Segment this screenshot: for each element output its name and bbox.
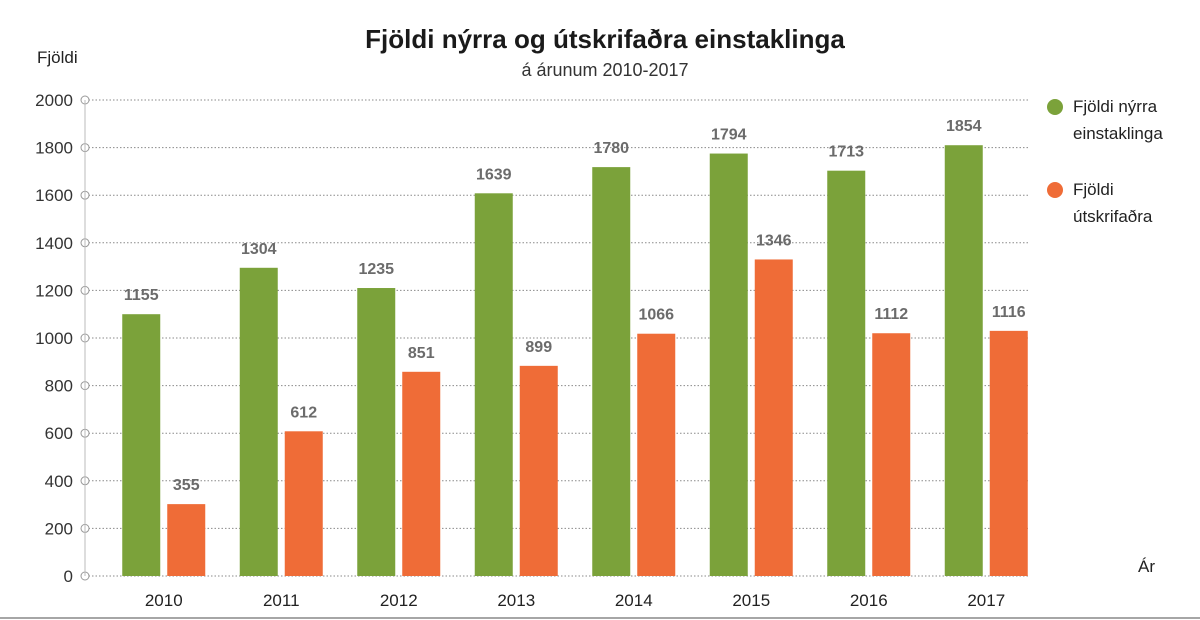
y-tick-label: 1800 (35, 139, 73, 158)
y-tick-label: 2000 (35, 91, 73, 110)
x-category-label: 2010 (145, 591, 183, 610)
chart-title: Fjöldi nýrra og útskrifaðra einstaklinga (365, 24, 845, 54)
x-category-label: 2012 (380, 591, 418, 610)
x-axis-title: Ár (1138, 557, 1155, 576)
data-label: 1780 (593, 140, 629, 157)
bar-new (122, 314, 161, 576)
bar-new (944, 145, 983, 576)
data-labels: 1155 355 1304 612 1235 851 1639 899 1780 1066 1794… (124, 118, 1026, 494)
y-tick-label: 800 (45, 377, 73, 396)
x-category-label: 2016 (850, 591, 888, 610)
x-category-label: 2011 (263, 591, 300, 610)
data-label: 851 (408, 345, 435, 362)
bar-discharged (637, 333, 676, 576)
legend-label: útskrifaðra (1073, 207, 1153, 226)
x-axis-categories: 2010 2011 2012 2013 2014 2015 2016 2017 (145, 591, 1005, 610)
y-tick-label: 200 (45, 519, 73, 538)
bar-discharged (402, 371, 441, 576)
chart-subtitle: á árunum 2010-2017 (521, 60, 688, 80)
y-tick-label: 600 (45, 424, 73, 443)
y-tick-label: 1000 (35, 329, 73, 348)
bar-discharged (167, 504, 206, 576)
legend-label: Fjöldi nýrra (1073, 97, 1158, 116)
data-label: 1304 (241, 241, 277, 258)
data-label: 612 (290, 404, 317, 421)
data-label: 1639 (476, 166, 512, 183)
data-label: 899 (525, 339, 552, 356)
y-tick-label: 400 (45, 472, 73, 491)
x-category-label: 2014 (615, 591, 653, 610)
x-category-label: 2017 (967, 591, 1005, 610)
data-label: 1854 (946, 118, 982, 135)
data-label: 355 (173, 477, 200, 494)
legend-swatch-new (1047, 99, 1063, 115)
data-label: 1235 (358, 261, 394, 278)
bar-new (357, 288, 396, 576)
bar-new (827, 170, 866, 576)
bar-discharged (519, 365, 558, 576)
y-tick-label: 1400 (35, 234, 73, 253)
bar-discharged (989, 330, 1028, 576)
data-label: 1713 (828, 144, 864, 161)
data-label: 1155 (124, 287, 159, 304)
bar-discharged (872, 333, 911, 576)
legend-label: einstaklinga (1073, 124, 1163, 143)
y-axis-ticks: 0 200 400 600 800 1000 1200 1400 1600 1800 2000 (35, 91, 73, 586)
data-label: 1794 (711, 127, 747, 144)
x-category-label: 2015 (732, 591, 770, 610)
y-tick-label: 0 (64, 567, 73, 586)
bar-discharged (284, 431, 323, 576)
y-tick-label: 1600 (35, 186, 73, 205)
bar-new (239, 267, 278, 576)
legend-swatch-discharged (1047, 182, 1063, 198)
legend-label: Fjöldi (1073, 180, 1114, 199)
bars (122, 145, 1028, 577)
bar-discharged (754, 259, 793, 576)
x-category-label: 2013 (497, 591, 535, 610)
data-label: 1116 (992, 304, 1026, 321)
legend: Fjöldi nýrra einstaklinga Fjöldi útskrifaðr… (1047, 97, 1163, 226)
bar-new (709, 153, 748, 577)
data-label: 1066 (638, 307, 674, 324)
bar-new (474, 193, 513, 576)
y-axis-title: Fjöldi (37, 48, 78, 67)
data-label: 1112 (874, 306, 908, 323)
data-label: 1346 (756, 232, 792, 249)
bar-new (592, 167, 631, 576)
y-tick-label: 1200 (35, 281, 73, 300)
